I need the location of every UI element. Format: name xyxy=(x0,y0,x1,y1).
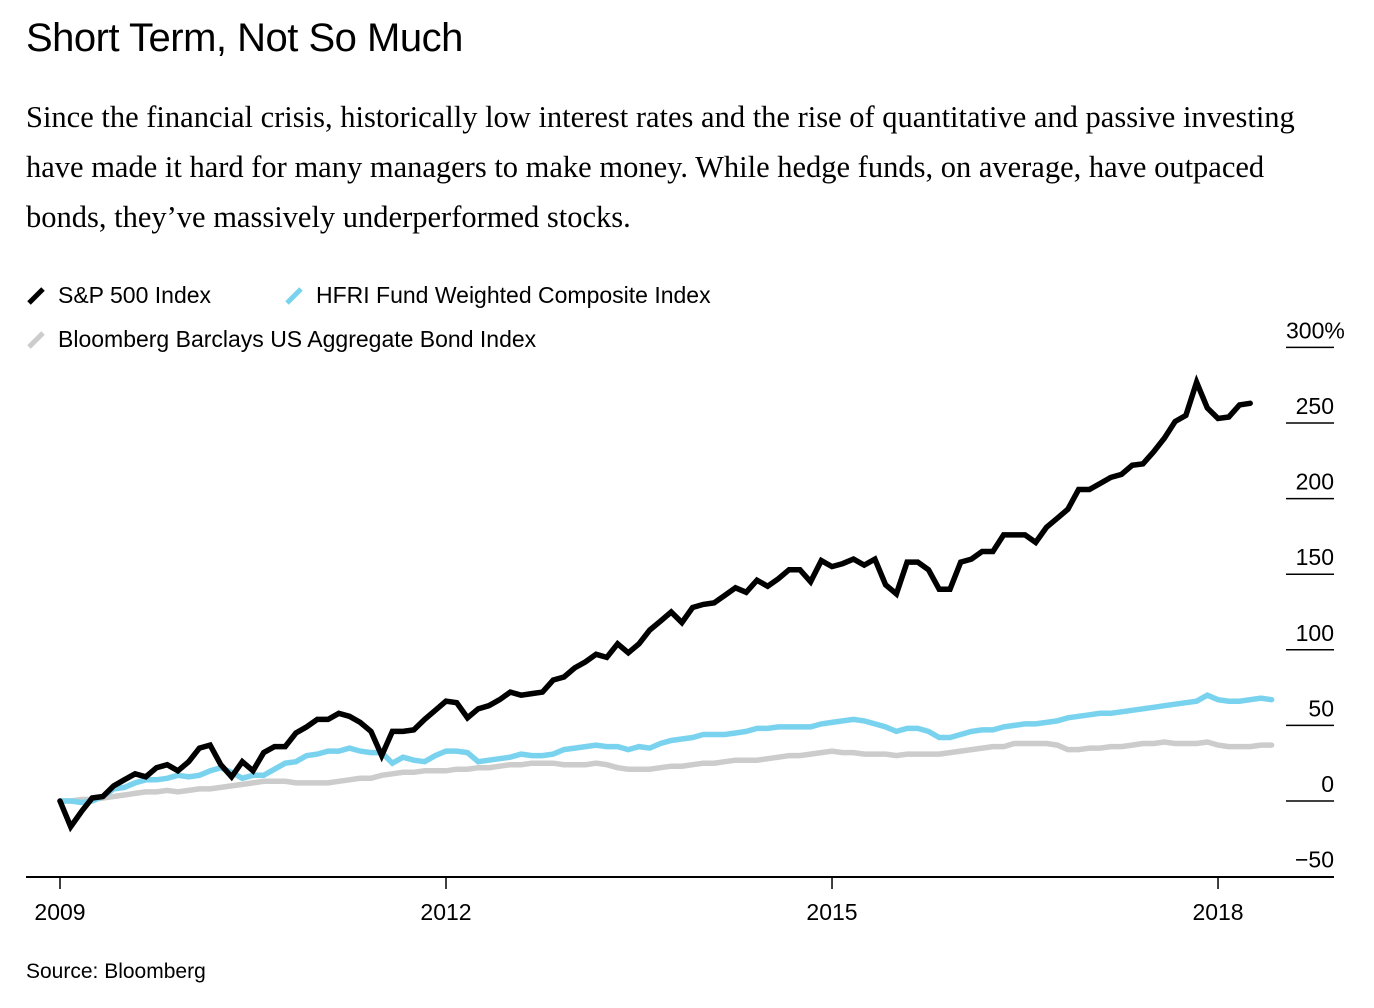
x-tick-label: 2018 xyxy=(1192,899,1243,925)
legend-label-bond: Bloomberg Barclays US Aggregate Bond Ind… xyxy=(58,326,537,352)
line-swatch-icon xyxy=(27,286,45,305)
y-axis: 300% 250 200 150 100 50 0 −50 xyxy=(1286,317,1345,873)
y-tick-label: 150 xyxy=(1296,544,1334,570)
legend-swatch-hfri xyxy=(285,286,303,305)
x-tick-label: 2012 xyxy=(420,899,471,925)
legend-label-hfri: HFRI Fund Weighted Composite Index xyxy=(316,282,711,308)
x-tick-label: 2015 xyxy=(806,899,857,925)
x-tick-label: 2009 xyxy=(34,899,85,925)
y-tick-label: 200 xyxy=(1296,469,1334,495)
chart-title: Short Term, Not So Much xyxy=(26,16,463,60)
legend-item-sp500: S&P 500 Index xyxy=(26,282,211,309)
chart-subtitle: Since the financial crisis, historically… xyxy=(26,100,1295,234)
legend-label-sp500: S&P 500 Index xyxy=(58,282,212,308)
series-line-hfri xyxy=(57,692,1275,806)
legend-swatch-bond xyxy=(27,330,45,349)
legend-swatch-sp500 xyxy=(27,286,45,305)
y-tick-label: 50 xyxy=(1308,695,1334,721)
series-line-sp500 xyxy=(57,374,1253,833)
series-line-bond xyxy=(57,739,1275,804)
line-swatch-icon xyxy=(27,330,45,349)
series-layer xyxy=(57,374,1275,833)
source-note: Source: Bloomberg xyxy=(26,960,206,983)
y-tick-label: −50 xyxy=(1295,847,1334,873)
legend-item-hfri: HFRI Fund Weighted Composite Index xyxy=(284,282,711,309)
y-tick-label: 300% xyxy=(1286,317,1345,343)
x-axis: 2009 2012 2015 2018 xyxy=(26,876,1334,925)
y-tick-label: 100 xyxy=(1296,620,1334,646)
legend-item-bond: Bloomberg Barclays US Aggregate Bond Ind… xyxy=(26,326,536,353)
y-tick-label: 250 xyxy=(1296,393,1334,419)
line-swatch-icon xyxy=(285,286,303,305)
y-tick-label: 0 xyxy=(1321,771,1334,797)
